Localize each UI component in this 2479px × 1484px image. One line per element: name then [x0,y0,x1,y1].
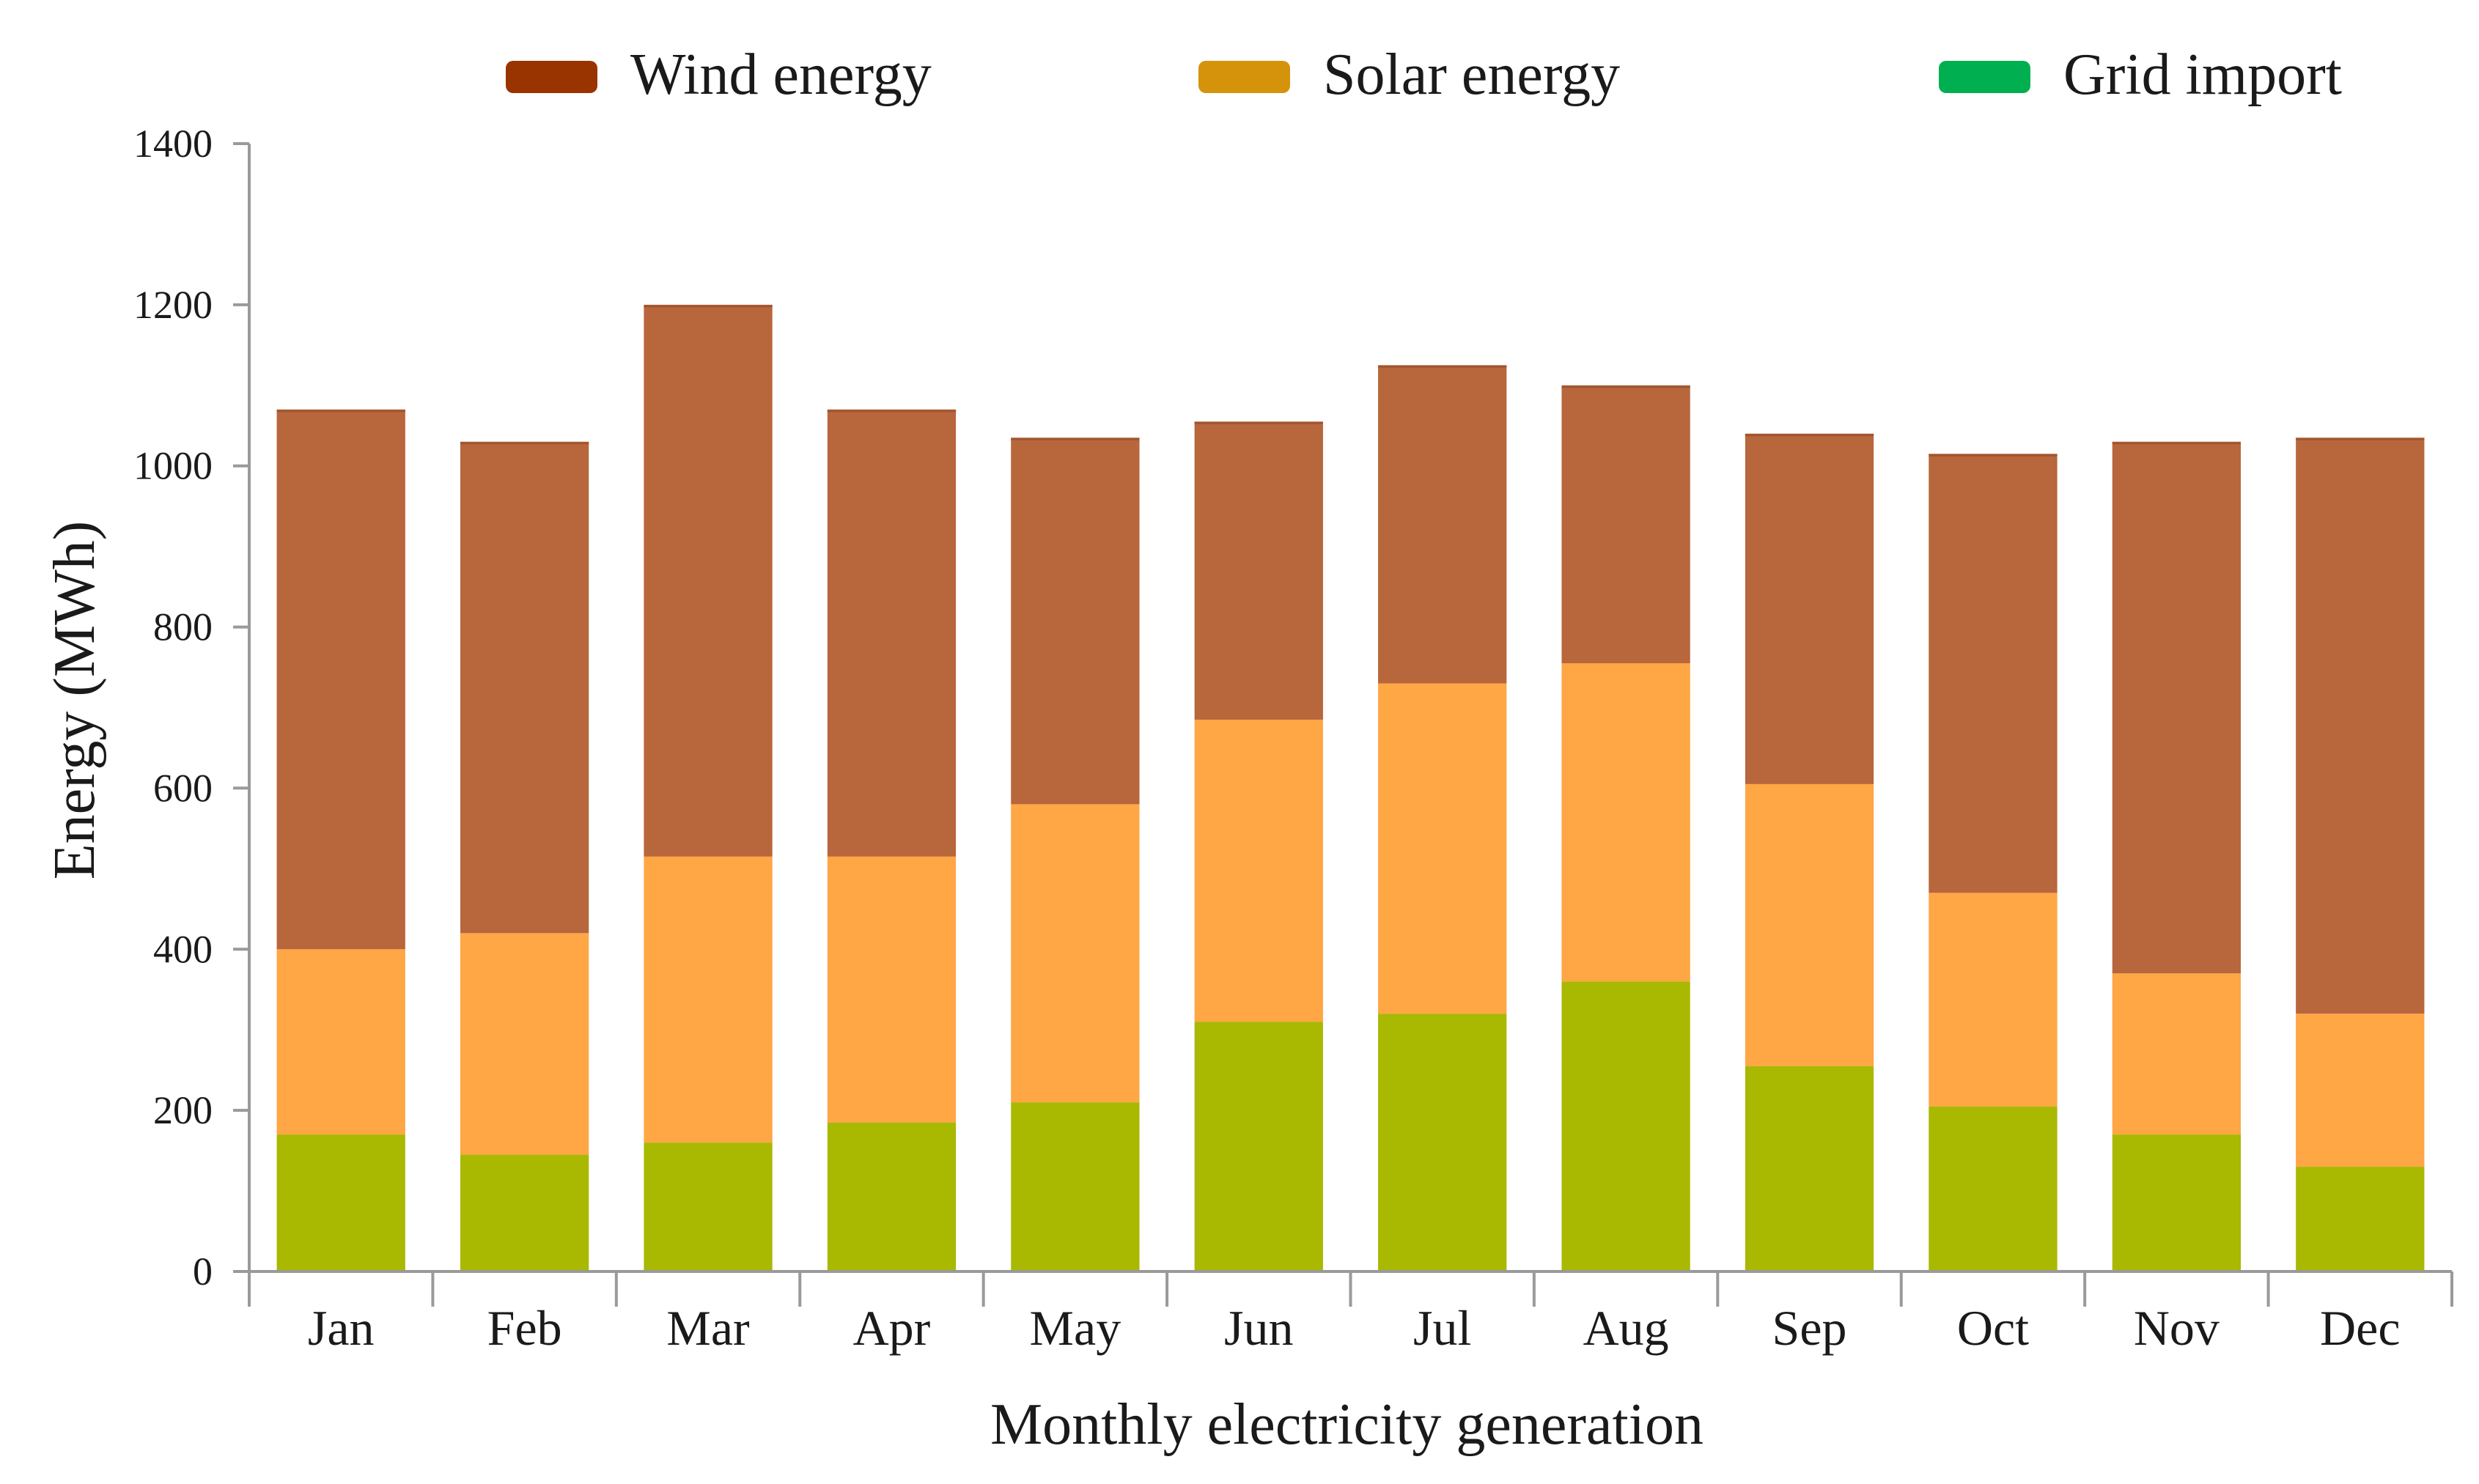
bar-wind-energy-jul [1378,365,1507,684]
bar-wind-energy-may [1011,438,1140,805]
bar-solar-energy-nov [2112,973,2242,1135]
bar-wind-energy-feb [460,441,589,934]
legend-label-grid-import: Grid import [2063,43,2342,107]
y-tick-label: 0 [193,1249,213,1293]
y-tick-label: 600 [153,766,213,810]
bar-grid-import-mar [644,1142,773,1271]
y-tick-label: 400 [153,927,213,971]
x-ticks: Jan Feb Mar Apr May Jun Jul Aug Sep Oct Nov Dec [248,1271,2453,1356]
bar-grid-import-nov [2112,1134,2242,1271]
bar-grid-import-feb [460,1154,589,1271]
bars [276,304,2425,1271]
legend-swatch-wind-energy [506,61,597,93]
bar-grid-import-jul [1378,1014,1507,1271]
x-tick-label-sep: Sep [1772,1300,1847,1356]
legend-swatch-solar-energy [1198,61,1290,93]
bar-grid-import-aug [1561,981,1690,1271]
bar-wind-energy-nov [2112,441,2242,974]
bar-grid-import-apr [827,1122,957,1271]
bar-wind-energy-dec [2296,438,2425,1014]
x-tick-label-aug: Aug [1583,1300,1669,1356]
x-axis-title: Monthly electricity generation [990,1392,1703,1457]
bar-wind-energy-mar [644,304,773,857]
bar-grid-import-jun [1194,1022,1323,1271]
x-tick-label-jun: Jun [1224,1300,1293,1356]
bar-wind-energy-aug [1561,385,1690,664]
bar-solar-energy-jul [1378,683,1507,1014]
bar-grid-import-may [1011,1102,1140,1271]
bar-solar-energy-sep [1745,783,1874,1066]
bar-grid-import-sep [1745,1066,1874,1271]
bar-wind-energy-jan [276,409,405,950]
x-tick-label-jul: Jul [1413,1300,1471,1356]
x-tick-label-mar: Mar [666,1300,750,1356]
legend-swatch-grid-import [1939,61,2030,93]
legend-label-wind-energy: Wind energy [630,43,932,107]
bar-solar-energy-may [1011,804,1140,1103]
x-tick-label-jan: Jan [308,1300,375,1356]
bar-wind-energy-sep [1745,433,1874,784]
bar-solar-energy-jun [1194,719,1323,1022]
bar-solar-energy-dec [2296,1014,2425,1167]
bar-wind-energy-apr [827,409,957,857]
bar-solar-energy-apr [827,856,957,1123]
bar-solar-energy-jan [276,949,405,1135]
x-tick-label-oct: Oct [1957,1300,2029,1356]
legend-label-solar-energy: Solar energy [1323,43,1620,107]
bar-solar-energy-oct [1929,893,2058,1107]
bar-grid-import-dec [2296,1167,2425,1271]
bar-grid-import-oct [1929,1106,2058,1271]
bar-wind-energy-oct [1929,454,2058,893]
y-ticks: 0 200 400 600 800 1000 1200 1400 [133,122,249,1293]
bar-wind-energy-jun [1194,421,1323,720]
bar-solar-energy-aug [1561,663,1690,982]
y-tick-label: 200 [153,1088,213,1132]
bar-grid-import-jan [276,1134,405,1271]
x-tick-label-may: May [1030,1300,1121,1356]
x-tick-label-nov: Nov [2134,1300,2220,1356]
bar-solar-energy-mar [644,856,773,1143]
x-tick-label-feb: Feb [487,1300,562,1356]
y-tick-label: 800 [153,605,213,649]
legend: Wind energy Solar energy Grid import [506,43,2342,107]
y-axis-title: Energy (MWh) [43,521,107,880]
y-tick-label: 1200 [133,283,213,327]
y-tick-label: 1400 [133,122,213,166]
y-tick-label: 1000 [133,444,213,488]
x-tick-label-dec: Dec [2320,1300,2400,1356]
bar-solar-energy-feb [460,933,589,1155]
x-tick-label-apr: Apr [853,1300,931,1356]
